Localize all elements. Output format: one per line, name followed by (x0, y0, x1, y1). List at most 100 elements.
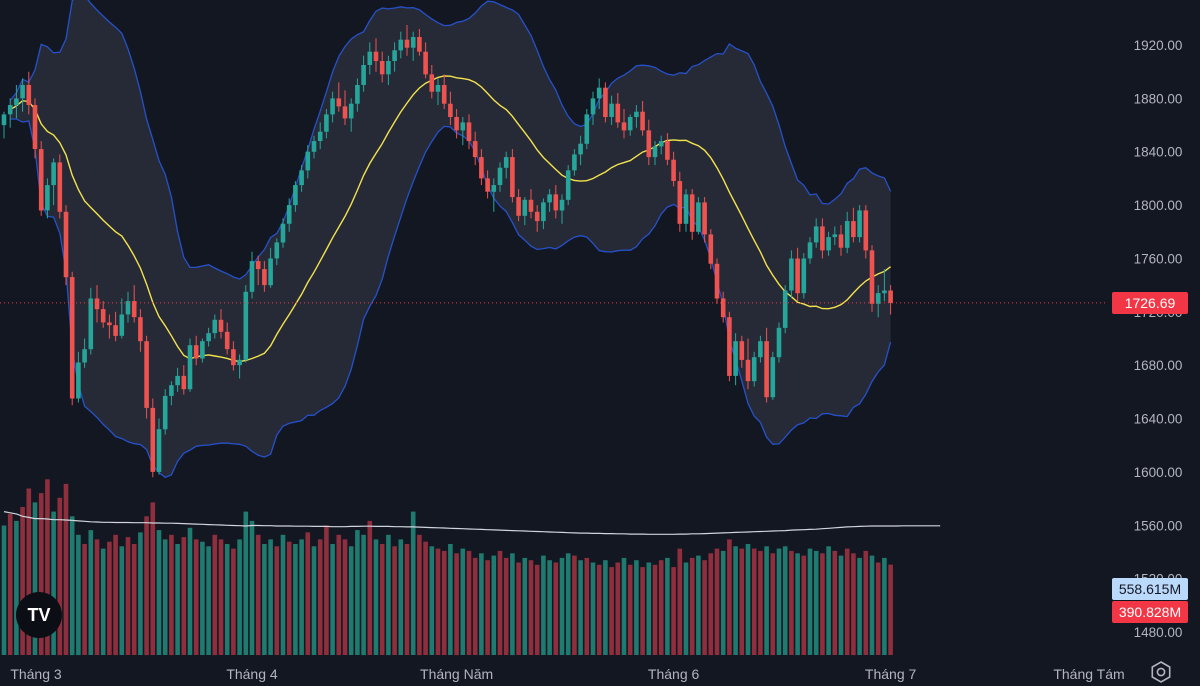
settings-icon[interactable] (1148, 659, 1174, 685)
volume-bar (435, 548, 441, 655)
volume-badge: 390.828M (1112, 601, 1188, 623)
candle (100, 301, 106, 328)
candle (888, 285, 893, 315)
candle (807, 237, 813, 264)
candle (379, 51, 385, 83)
volume-bar (851, 553, 856, 656)
volume-bar (231, 548, 236, 655)
volume-bar (38, 493, 44, 655)
y-tick-label: 1840.00 (1134, 145, 1183, 160)
volume-bar (522, 557, 528, 655)
volume-bar (410, 511, 416, 655)
volume-bar (534, 564, 540, 655)
candle (69, 271, 75, 406)
candle (764, 327, 769, 403)
candle (144, 335, 149, 419)
candle (708, 229, 714, 270)
volume-bar (187, 527, 193, 655)
candle (696, 197, 701, 235)
candle (683, 189, 689, 232)
x-tick-label: Tháng 3 (10, 666, 62, 682)
volume-bar (336, 534, 342, 656)
volume-bar (386, 534, 391, 656)
volume-bar (702, 560, 707, 655)
volume-bar (795, 553, 800, 656)
volume-bar (392, 546, 397, 655)
candle (863, 205, 869, 259)
volume-bar (782, 546, 788, 655)
volume-bar (373, 539, 379, 655)
candle (448, 91, 453, 125)
volume-bar (367, 520, 373, 655)
volume-bar (224, 544, 230, 655)
volume-bar (218, 539, 224, 655)
candle (584, 109, 590, 150)
candle (671, 151, 676, 187)
candle (789, 250, 794, 299)
candle (739, 335, 745, 368)
volume-bar (249, 520, 255, 655)
candle (689, 189, 695, 240)
volume-bar (299, 539, 304, 655)
candle (218, 309, 224, 339)
volume-bar (212, 534, 218, 656)
candle (94, 285, 100, 323)
x-tick-label: Tháng 7 (865, 666, 917, 682)
volume-bar (615, 562, 621, 655)
candle (212, 314, 218, 339)
volume-bar (125, 537, 131, 655)
candle (770, 351, 776, 400)
candle (231, 341, 236, 371)
volume-bar (565, 553, 571, 656)
candle (516, 189, 521, 222)
volume-bar (739, 548, 745, 655)
candle (423, 42, 428, 79)
volume-bar (262, 544, 267, 655)
candle (280, 218, 286, 248)
candle (7, 98, 13, 128)
candle (479, 149, 484, 186)
volume-bar (689, 557, 695, 655)
candle (200, 338, 205, 363)
candle (528, 189, 534, 219)
y-tick-label: 1760.00 (1134, 252, 1183, 267)
candle (224, 322, 230, 355)
volume-bar (720, 550, 726, 655)
volume-bar (634, 560, 639, 655)
volume-bar (237, 539, 242, 655)
volume-bar (491, 555, 497, 655)
volume-bar (503, 557, 509, 655)
volume-bar (758, 550, 763, 655)
price-axis[interactable]: 1480.001520.001560.001600.001640.001680.… (1134, 38, 1183, 640)
volume-bar (144, 516, 149, 656)
candle (206, 327, 211, 347)
candle (187, 338, 193, 392)
candle (466, 114, 472, 150)
y-tick-label: 1640.00 (1134, 412, 1183, 427)
volume-bar (113, 534, 118, 656)
candle (795, 247, 800, 302)
volume-bar (510, 553, 515, 656)
candle (57, 154, 63, 219)
volume-bar (311, 546, 317, 655)
tradingview-logo[interactable]: TV (16, 592, 62, 638)
candle (590, 91, 596, 125)
candle (882, 269, 887, 302)
candle (844, 211, 850, 254)
y-tick-label: 1600.00 (1134, 465, 1183, 480)
candle (162, 389, 168, 435)
candle (429, 65, 435, 99)
volume-bar (559, 557, 565, 655)
volume-bar (727, 539, 732, 655)
candle (113, 311, 118, 342)
candle (181, 365, 187, 395)
candle (522, 197, 528, 226)
candle (702, 197, 707, 243)
volume-bar (869, 555, 875, 655)
time-axis[interactable]: Tháng 3 Tháng 4 Tháng Năm Tháng 6 Tháng 7 Thá… (10, 666, 1200, 682)
volume-bar (547, 560, 552, 655)
candle (348, 98, 354, 132)
candle (398, 31, 404, 59)
x-tick-label: Tháng Tám (1053, 666, 1124, 682)
